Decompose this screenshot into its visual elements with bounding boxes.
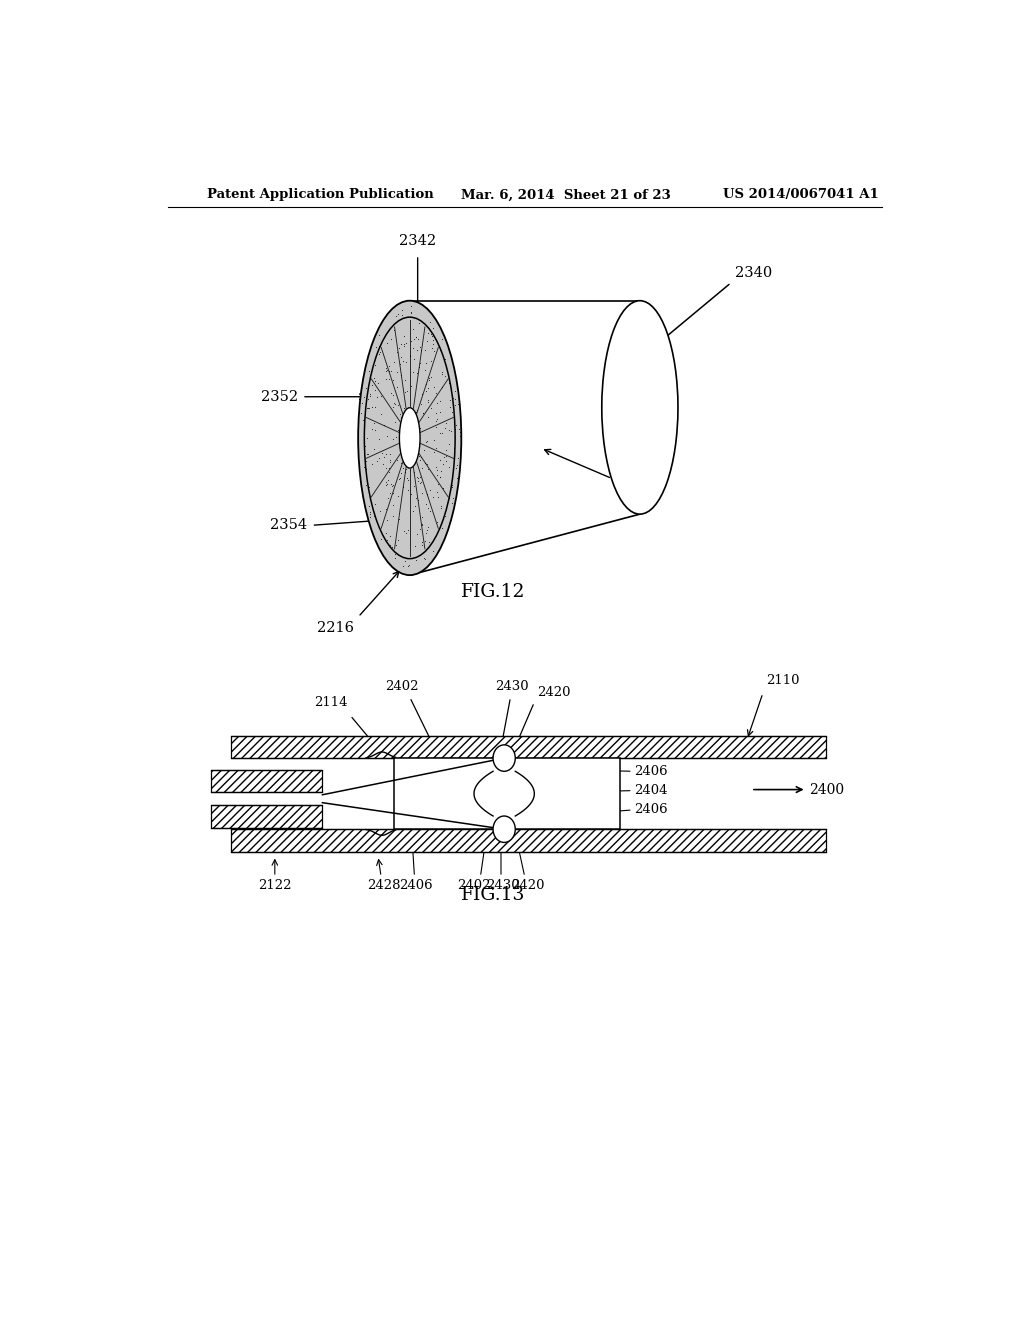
Text: FIG.12: FIG.12 <box>461 583 525 602</box>
Polygon shape <box>410 301 640 576</box>
Bar <box>211 805 323 828</box>
Ellipse shape <box>602 301 678 515</box>
Text: 2406: 2406 <box>399 879 433 892</box>
Text: 2342: 2342 <box>399 234 436 248</box>
Text: 2406: 2406 <box>634 804 668 816</box>
Text: 2404: 2404 <box>634 784 668 797</box>
Text: FIG.13: FIG.13 <box>461 886 525 904</box>
Text: Mar. 6, 2014  Sheet 21 of 23: Mar. 6, 2014 Sheet 21 of 23 <box>461 189 671 202</box>
Text: 2102: 2102 <box>616 471 653 486</box>
Text: 2216: 2216 <box>317 622 354 635</box>
Bar <box>231 735 826 758</box>
Text: 2402: 2402 <box>458 879 490 892</box>
Text: 2406: 2406 <box>634 764 668 777</box>
Bar <box>211 770 323 792</box>
Ellipse shape <box>494 816 515 842</box>
Ellipse shape <box>358 301 461 576</box>
Text: 2420: 2420 <box>538 686 571 700</box>
Text: 2340: 2340 <box>735 265 772 280</box>
Text: Patent Application Publication: Patent Application Publication <box>207 189 434 202</box>
Text: 2352: 2352 <box>261 389 298 404</box>
Text: US 2014/0067041 A1: US 2014/0067041 A1 <box>723 189 879 202</box>
Text: 2430: 2430 <box>485 879 519 892</box>
Text: 2122: 2122 <box>258 879 292 892</box>
Text: 2110: 2110 <box>766 675 800 686</box>
Text: 2402: 2402 <box>385 680 419 693</box>
Ellipse shape <box>494 744 515 771</box>
Bar <box>394 758 621 829</box>
Text: 2400: 2400 <box>809 783 844 796</box>
Bar <box>231 829 826 851</box>
Text: 2114: 2114 <box>314 696 348 709</box>
Text: 2430: 2430 <box>496 680 529 693</box>
Text: 2420: 2420 <box>511 879 545 892</box>
Ellipse shape <box>399 408 420 469</box>
Text: 2354: 2354 <box>270 519 307 532</box>
Text: 2428: 2428 <box>368 879 401 892</box>
